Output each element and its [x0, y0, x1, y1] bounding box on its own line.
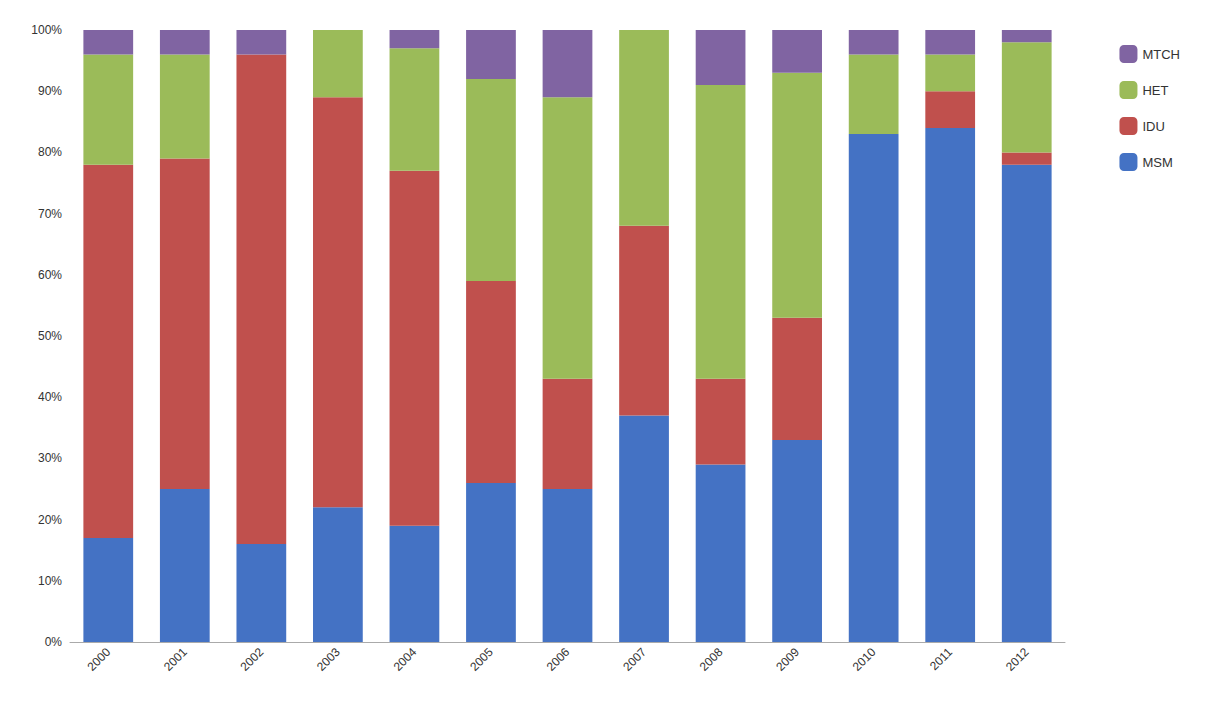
svg-text:10%: 10% — [38, 574, 62, 588]
svg-text:20%: 20% — [38, 513, 62, 527]
svg-text:2000: 2000 — [84, 645, 113, 674]
svg-text:2007: 2007 — [620, 645, 649, 674]
svg-text:90%: 90% — [38, 84, 62, 98]
svg-text:2011: 2011 — [927, 645, 955, 673]
svg-text:80%: 80% — [38, 145, 62, 159]
svg-text:2006: 2006 — [544, 645, 573, 674]
svg-text:2005: 2005 — [467, 645, 496, 674]
svg-text:MSM: MSM — [1142, 155, 1172, 170]
svg-text:MTCH: MTCH — [1142, 47, 1180, 62]
svg-text:HET: HET — [1142, 83, 1168, 98]
svg-text:2010: 2010 — [850, 645, 879, 674]
svg-text:30%: 30% — [38, 451, 62, 465]
svg-text:70%: 70% — [38, 207, 62, 221]
svg-text:IDU: IDU — [1142, 119, 1164, 134]
svg-text:2009: 2009 — [773, 645, 802, 674]
svg-text:2002: 2002 — [238, 645, 267, 674]
svg-text:50%: 50% — [38, 329, 62, 343]
svg-text:0%: 0% — [45, 635, 63, 649]
svg-text:100%: 100% — [31, 23, 62, 37]
svg-text:2003: 2003 — [314, 645, 343, 674]
svg-text:60%: 60% — [38, 268, 62, 282]
svg-text:2012: 2012 — [1003, 645, 1032, 674]
svg-text:2001: 2001 — [161, 645, 190, 674]
svg-text:2008: 2008 — [697, 645, 726, 674]
svg-text:2004: 2004 — [391, 645, 420, 674]
svg-text:40%: 40% — [38, 390, 62, 404]
